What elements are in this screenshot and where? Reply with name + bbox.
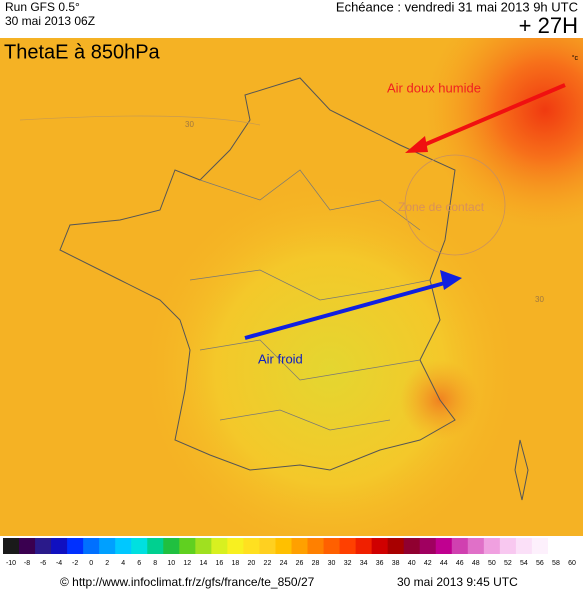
colorbar-swatch bbox=[147, 538, 164, 554]
contact-zone-circle bbox=[404, 154, 506, 256]
colorbar-swatch bbox=[323, 538, 341, 554]
colorbar-label: 58 bbox=[552, 560, 560, 567]
colorbar-swatch bbox=[355, 538, 373, 554]
colorbar-swatch bbox=[115, 538, 132, 554]
colorbar-swatch bbox=[451, 538, 469, 554]
colorbar-swatch bbox=[275, 538, 292, 554]
colorbar-swatch bbox=[339, 538, 357, 554]
contour-line bbox=[19, 115, 261, 126]
annotation: Zone de contact bbox=[398, 200, 485, 214]
colorbar-label: 34 bbox=[360, 560, 368, 567]
contour-label: 30 bbox=[185, 120, 194, 129]
colorbar-label: 18 bbox=[232, 560, 240, 567]
colorbar-label: 42 bbox=[424, 560, 432, 567]
colorbar-label: 50 bbox=[488, 560, 496, 567]
colorbar-swatch bbox=[563, 538, 581, 554]
colorbar-label: 52 bbox=[504, 560, 512, 567]
region-borders bbox=[189, 169, 431, 431]
colorbar-label: -8 bbox=[24, 560, 30, 567]
colorbar-label: 16 bbox=[215, 560, 223, 567]
colorbar-swatch bbox=[163, 538, 180, 554]
colorbar-swatch bbox=[499, 538, 517, 554]
colorbar-label: 38 bbox=[392, 560, 400, 567]
colorbar-swatch bbox=[483, 538, 501, 554]
colorbar-label: 36 bbox=[376, 560, 384, 567]
colorbar-label: -2 bbox=[72, 560, 78, 567]
colorbar-label: 6 bbox=[137, 560, 141, 567]
colorbar-label: 0 bbox=[89, 560, 93, 567]
colorbar-label: 54 bbox=[520, 560, 528, 567]
colorbar-swatch bbox=[67, 538, 84, 554]
colorbar-swatch bbox=[307, 538, 325, 554]
colorbar-label: 14 bbox=[199, 560, 207, 567]
colorbar-swatch bbox=[51, 538, 68, 554]
island-outline bbox=[514, 439, 529, 501]
colorbar-label: 32 bbox=[344, 560, 352, 567]
colorbar-label: -4 bbox=[56, 560, 62, 567]
forecast-time: Echéance : vendredi 31 mai 2013 9h UTC bbox=[336, 0, 578, 14]
colorbar-label: 44 bbox=[440, 560, 448, 567]
issue-time: 30 mai 2013 9:45 UTC bbox=[397, 575, 518, 589]
annotation: Air froid bbox=[258, 351, 303, 366]
cold-air-arrow bbox=[244, 279, 453, 340]
warm-air-arrow bbox=[411, 83, 566, 152]
map-title: ThetaE à 850hPa bbox=[4, 41, 161, 63]
run-date: 30 mai 2013 06Z bbox=[5, 14, 95, 28]
colorbar-swatch bbox=[35, 538, 52, 554]
colorbar-swatch bbox=[435, 538, 453, 554]
colorbar-swatch bbox=[547, 538, 565, 554]
cold-air-arrowhead bbox=[440, 270, 462, 290]
source-credit: © http://www.infoclimat.fr/z/gfs/france/… bbox=[60, 575, 315, 589]
colorbar-swatch bbox=[419, 538, 437, 554]
colorbar-label: 20 bbox=[248, 560, 256, 567]
colorbar-label: 22 bbox=[264, 560, 272, 567]
colorbar-swatch bbox=[99, 538, 116, 554]
run-label: Run GFS 0.5° bbox=[5, 0, 80, 14]
colorbar-swatch bbox=[387, 538, 405, 554]
colorbar-swatch bbox=[3, 538, 20, 554]
country-outline bbox=[59, 77, 456, 471]
colorbar-swatch bbox=[259, 538, 276, 554]
colorbar-label: 24 bbox=[280, 560, 288, 567]
colorbar-swatch bbox=[179, 538, 196, 554]
colorbar-swatch bbox=[19, 538, 36, 554]
colorbar-label: 40 bbox=[408, 560, 416, 567]
colorbar-swatch bbox=[403, 538, 421, 554]
colorbar-label: 12 bbox=[183, 560, 191, 567]
unit: °c bbox=[572, 54, 579, 62]
colorbar-swatch bbox=[291, 538, 309, 554]
colorbar-label: 4 bbox=[121, 560, 125, 567]
annotation: Air doux humide bbox=[387, 80, 481, 95]
colorbar-label: 60 bbox=[568, 560, 576, 567]
colorbar-swatch bbox=[195, 538, 212, 554]
warm-air-arrowhead bbox=[405, 136, 428, 153]
colorbar-swatch bbox=[243, 538, 260, 554]
colorbar-label: 26 bbox=[296, 560, 304, 567]
colorbar-label: -6 bbox=[40, 560, 46, 567]
colorbar-swatch bbox=[371, 538, 389, 554]
colorbar-label: 56 bbox=[536, 560, 544, 567]
colorbar-label: 8 bbox=[153, 560, 157, 567]
contour-label: 30 bbox=[535, 295, 544, 304]
warm-area-alps bbox=[0, 38, 583, 536]
colorbar-swatch bbox=[131, 538, 148, 554]
colorbar-label: 30 bbox=[328, 560, 336, 567]
colorbar: -10 -8 -6 -4 -2 0 2 4 6 8 10 12 14 16 18 20 22 24 26 28 30 32… bbox=[3, 538, 581, 567]
colorbar-label: 2 bbox=[105, 560, 109, 567]
colorbar-label: 28 bbox=[312, 560, 320, 567]
colorbar-swatch bbox=[83, 538, 100, 554]
colorbar-swatch bbox=[515, 538, 533, 554]
colorbar-label: -10 bbox=[6, 560, 16, 567]
colorbar-swatch bbox=[211, 538, 228, 554]
colorbar-label: 48 bbox=[472, 560, 480, 567]
colorbar-label: 10 bbox=[167, 560, 175, 567]
lead-time: + 27H bbox=[519, 13, 578, 38]
colorbar-swatch bbox=[531, 538, 549, 554]
colorbar-swatch bbox=[227, 538, 244, 554]
colorbar-label: 46 bbox=[456, 560, 464, 567]
colorbar-swatch bbox=[467, 538, 485, 554]
